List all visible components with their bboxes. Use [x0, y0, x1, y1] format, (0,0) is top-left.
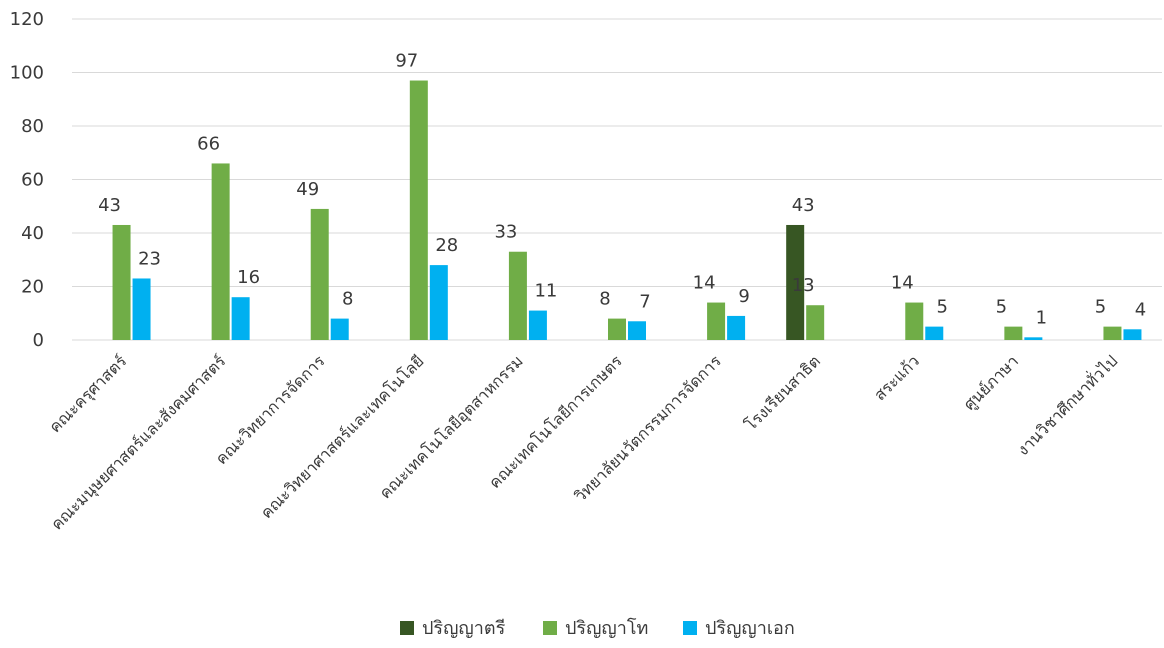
y-tick-label: 100 [10, 63, 44, 84]
data-label: 7 [639, 291, 650, 312]
y-tick-label: 20 [21, 277, 44, 298]
y-axis-ticks: 0 20 40 60 80 100 120 [10, 9, 44, 351]
legend-label: ปริญญาตรี [422, 618, 506, 639]
bar [786, 224, 805, 340]
bar [231, 297, 250, 340]
bar [727, 315, 746, 340]
x-category-label: คณะมนุษยศาสตร์และสังคมศาสตร์ [47, 351, 230, 534]
y-tick-label: 40 [21, 223, 44, 244]
bar [1103, 326, 1122, 340]
legend-label: ปริญญาโท [565, 617, 648, 639]
data-label: 43 [98, 195, 121, 216]
bar [905, 302, 924, 340]
x-category-label: คณะวิทยาการจัดการ [212, 351, 329, 468]
x-category-label: คณะวิทยาศาสตร์และเทคโนโลยี [257, 351, 428, 522]
data-label: 14 [891, 273, 914, 294]
data-label: 33 [494, 222, 517, 243]
legend-swatch [543, 621, 557, 635]
data-label: 16 [237, 267, 260, 288]
data-label: 14 [693, 273, 716, 294]
legend-label: ปริญญาเอก [705, 618, 795, 639]
data-label: 23 [138, 248, 161, 269]
legend-swatch [683, 621, 697, 635]
data-label: 13 [792, 275, 815, 296]
x-category-label: คณะครุศาสตร์ [45, 351, 131, 437]
data-label: 9 [738, 286, 749, 307]
bar [608, 318, 626, 340]
legend-swatch [400, 621, 414, 635]
bar [112, 224, 131, 340]
y-tick-label: 80 [21, 116, 44, 137]
data-label: 1 [1036, 307, 1047, 328]
data-label: 5 [937, 297, 948, 318]
x-category-label: สระแก้ว [870, 351, 923, 404]
bar [330, 318, 349, 340]
bars [112, 80, 1142, 341]
grid-lines [72, 18, 1162, 341]
bar [628, 321, 646, 340]
bar [1123, 329, 1142, 340]
data-label: 66 [197, 133, 220, 154]
data-label: 43 [792, 195, 815, 216]
y-tick-label: 0 [33, 330, 44, 351]
data-label: 5 [1095, 297, 1106, 318]
bar [132, 278, 151, 340]
data-label: 49 [296, 179, 319, 200]
bar [1024, 337, 1043, 340]
legend: ปริญญาตรี ปริญญาโท ปริญญาเอก [400, 617, 795, 639]
data-label: 8 [599, 289, 610, 310]
bar [310, 208, 329, 340]
x-category-label: โรงเรียนสาธิต [741, 351, 824, 434]
bar [528, 310, 547, 340]
data-label: 11 [534, 281, 557, 302]
category-labels: คณะครุศาสตร์คณะมนุษยศาสตร์และสังคมศาสตร์… [45, 350, 1121, 534]
y-tick-label: 60 [21, 170, 44, 191]
data-label: 4 [1135, 299, 1146, 320]
bar [409, 80, 428, 341]
bar [508, 251, 527, 340]
data-label: 8 [342, 289, 353, 310]
x-category-label: ศูนย์ภาษา [960, 351, 1023, 414]
bar [429, 265, 448, 340]
bar [707, 302, 726, 340]
y-tick-label: 120 [10, 9, 44, 30]
bar [211, 163, 230, 340]
data-label: 5 [996, 297, 1007, 318]
data-label: 97 [395, 51, 418, 72]
bar [1004, 326, 1023, 340]
bar [806, 305, 825, 340]
x-category-label: งานวิชาศึกษาทั่วไป [1012, 350, 1121, 459]
data-label: 28 [435, 235, 458, 256]
bar [925, 326, 944, 340]
